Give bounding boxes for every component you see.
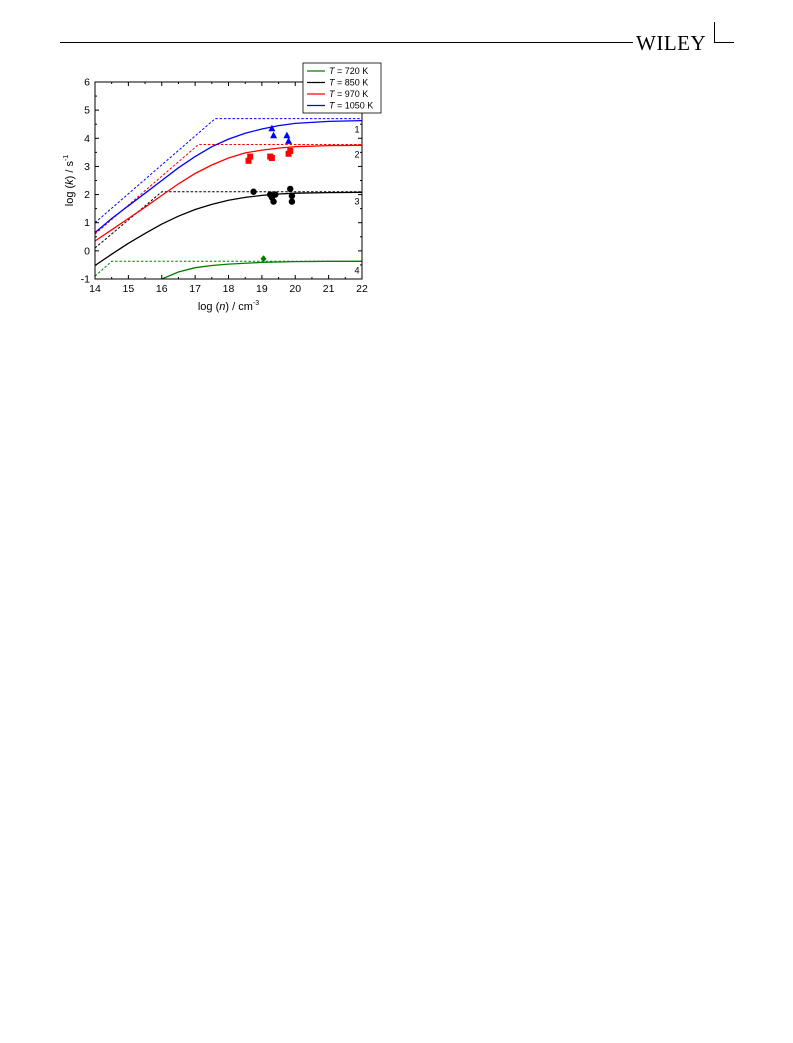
publisher-logo: WILEY [636, 31, 707, 55]
x-tick-label-19: 19 [256, 283, 268, 295]
y-tick-label-0: 0 [84, 245, 90, 257]
limit-line-970k [95, 144, 362, 235]
curve-label-2: 2 [354, 149, 359, 159]
y-tick-label-3: 3 [84, 161, 90, 173]
data-point-850k-7 [288, 192, 296, 200]
y-tick-label-4: 4 [84, 133, 90, 145]
limit-line-720k [95, 260, 362, 277]
x-tick-label-21: 21 [323, 283, 335, 295]
data-point-970k-6 [287, 147, 294, 154]
y-tick-label-2: 2 [84, 189, 90, 201]
y-axis-label: log (k) / s-1 [63, 155, 76, 207]
fit-curve-850k [95, 191, 362, 267]
data-point-970k-2 [247, 153, 254, 160]
x-tick-label-17: 17 [189, 283, 201, 295]
legend-label-720k: T = 720 K [329, 66, 368, 76]
data-point-970k-1 [245, 157, 252, 164]
data-point-850k-6 [287, 185, 294, 193]
curve-label-4: 4 [354, 265, 359, 275]
x-tick-label-18: 18 [223, 283, 235, 295]
x-tick-label-14: 14 [89, 283, 101, 295]
data-point-1050k-1 [268, 124, 276, 132]
data-point-850k-5 [272, 191, 279, 198]
plot-area [95, 118, 362, 279]
legend-label-1050k: T = 1050 K [329, 101, 373, 111]
legend: T = 720 K T = 850 KT = 970 K T = 1050 K [302, 62, 382, 114]
data-point-970k-4 [268, 154, 275, 161]
data-point-1050k-3 [283, 131, 291, 139]
x-tick-label-22: 22 [356, 283, 368, 295]
data-point-1050k-4 [285, 137, 293, 144]
x-tick-label-20: 20 [289, 283, 301, 295]
data-point-850k-8 [288, 198, 296, 205]
limit-line-1050k [95, 118, 362, 224]
x-tick-label-16: 16 [156, 283, 168, 295]
y-tick-label-6: 6 [84, 77, 90, 89]
data-point-1050k-2 [270, 131, 278, 139]
fit-curve-1050k [95, 119, 362, 234]
limit-line-850k [95, 191, 362, 249]
plot-layer: 4 3 2 1 [95, 118, 362, 279]
x-axis-label: log (n) / cm-3 [198, 300, 259, 313]
x-tick-label-15: 15 [123, 283, 135, 295]
y-tick-label-5: 5 [84, 105, 90, 117]
data-point-850k-4 [270, 198, 277, 205]
curve-label-3: 3 [354, 196, 359, 206]
data-point-720k-1 [260, 255, 267, 263]
y-tick-label-1: 1 [84, 217, 90, 229]
fit-curve-720k [161, 260, 362, 279]
legend-label-850k: T = 850 K [329, 78, 368, 88]
y-tick-label--1: -1 [81, 274, 90, 286]
header-rule-right [714, 42, 734, 43]
fit-curve-970k [95, 144, 362, 242]
header-rule-vertical [714, 22, 715, 43]
data-point-850k-1 [250, 188, 257, 195]
header-rule-left [60, 42, 633, 43]
curve-label-1: 1 [354, 125, 359, 135]
legend-label-970k: T = 970 K [329, 89, 368, 99]
